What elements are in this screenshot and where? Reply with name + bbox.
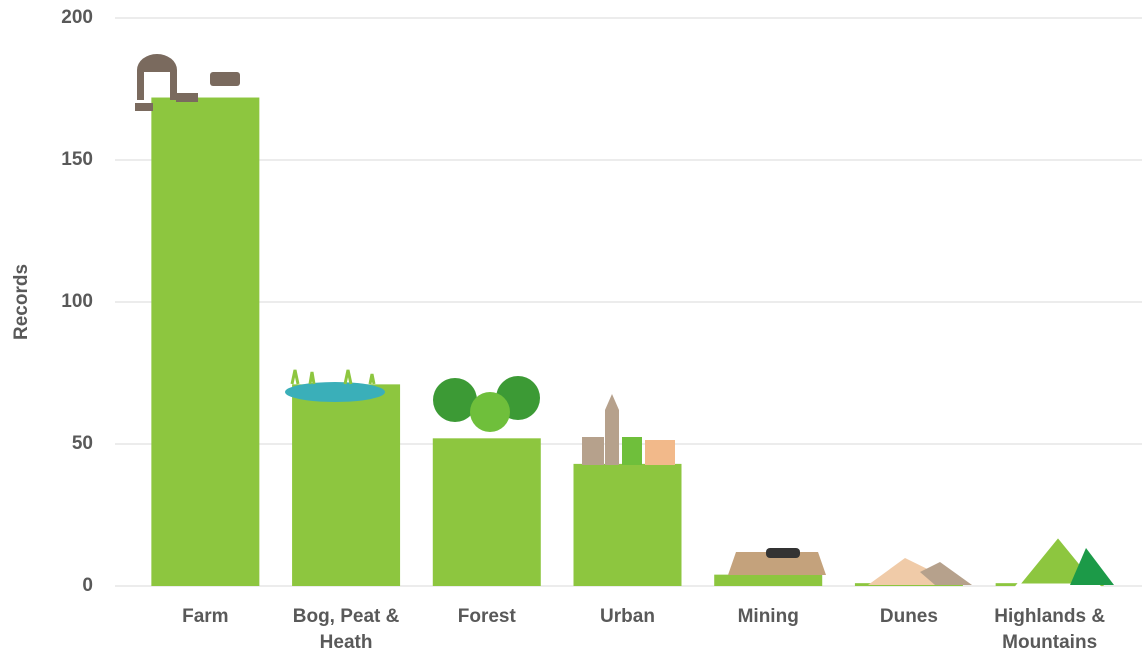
tree-icon: [470, 392, 510, 432]
barn-icon: [137, 54, 177, 100]
decorations: [135, 54, 1114, 587]
y-tick-label: 50: [72, 433, 93, 454]
tree-icon: [433, 378, 477, 422]
bar: [432, 438, 541, 586]
reed-icon: [290, 369, 376, 385]
mountain-icon: [1070, 548, 1114, 585]
bar: [573, 463, 682, 586]
x-tick-label: Mining: [737, 606, 799, 627]
x-tick-label: Urban: [600, 606, 655, 627]
dune-icon: [920, 562, 972, 585]
pit-icon: [728, 552, 826, 575]
y-axis-label: Records: [11, 264, 32, 340]
building-icon: [622, 437, 642, 465]
y-tick-label: 0: [82, 575, 93, 596]
x-tick-label: Bog, Peat & Heath: [292, 606, 400, 653]
bar: [151, 97, 260, 587]
church-icon: [605, 394, 619, 465]
x-tick-label: Dunes: [879, 606, 938, 627]
x-tick-label: Forest: [457, 606, 516, 627]
y-tick-label: 150: [61, 149, 93, 170]
y-tick-label: 100: [61, 291, 93, 312]
y-tick-label: 200: [61, 7, 93, 28]
cow-icon: [176, 93, 198, 102]
building-icon: [582, 437, 604, 465]
bar: [292, 384, 401, 586]
x-tick-label: Highlands & Mountains: [994, 606, 1106, 653]
tractor-icon: [210, 72, 240, 86]
cow-icon: [135, 103, 153, 111]
excavator-icon: [766, 548, 800, 558]
bar: [714, 574, 823, 586]
x-tick-label: Farm: [182, 606, 229, 627]
building-icon: [645, 440, 675, 465]
pond-icon: [285, 382, 385, 402]
